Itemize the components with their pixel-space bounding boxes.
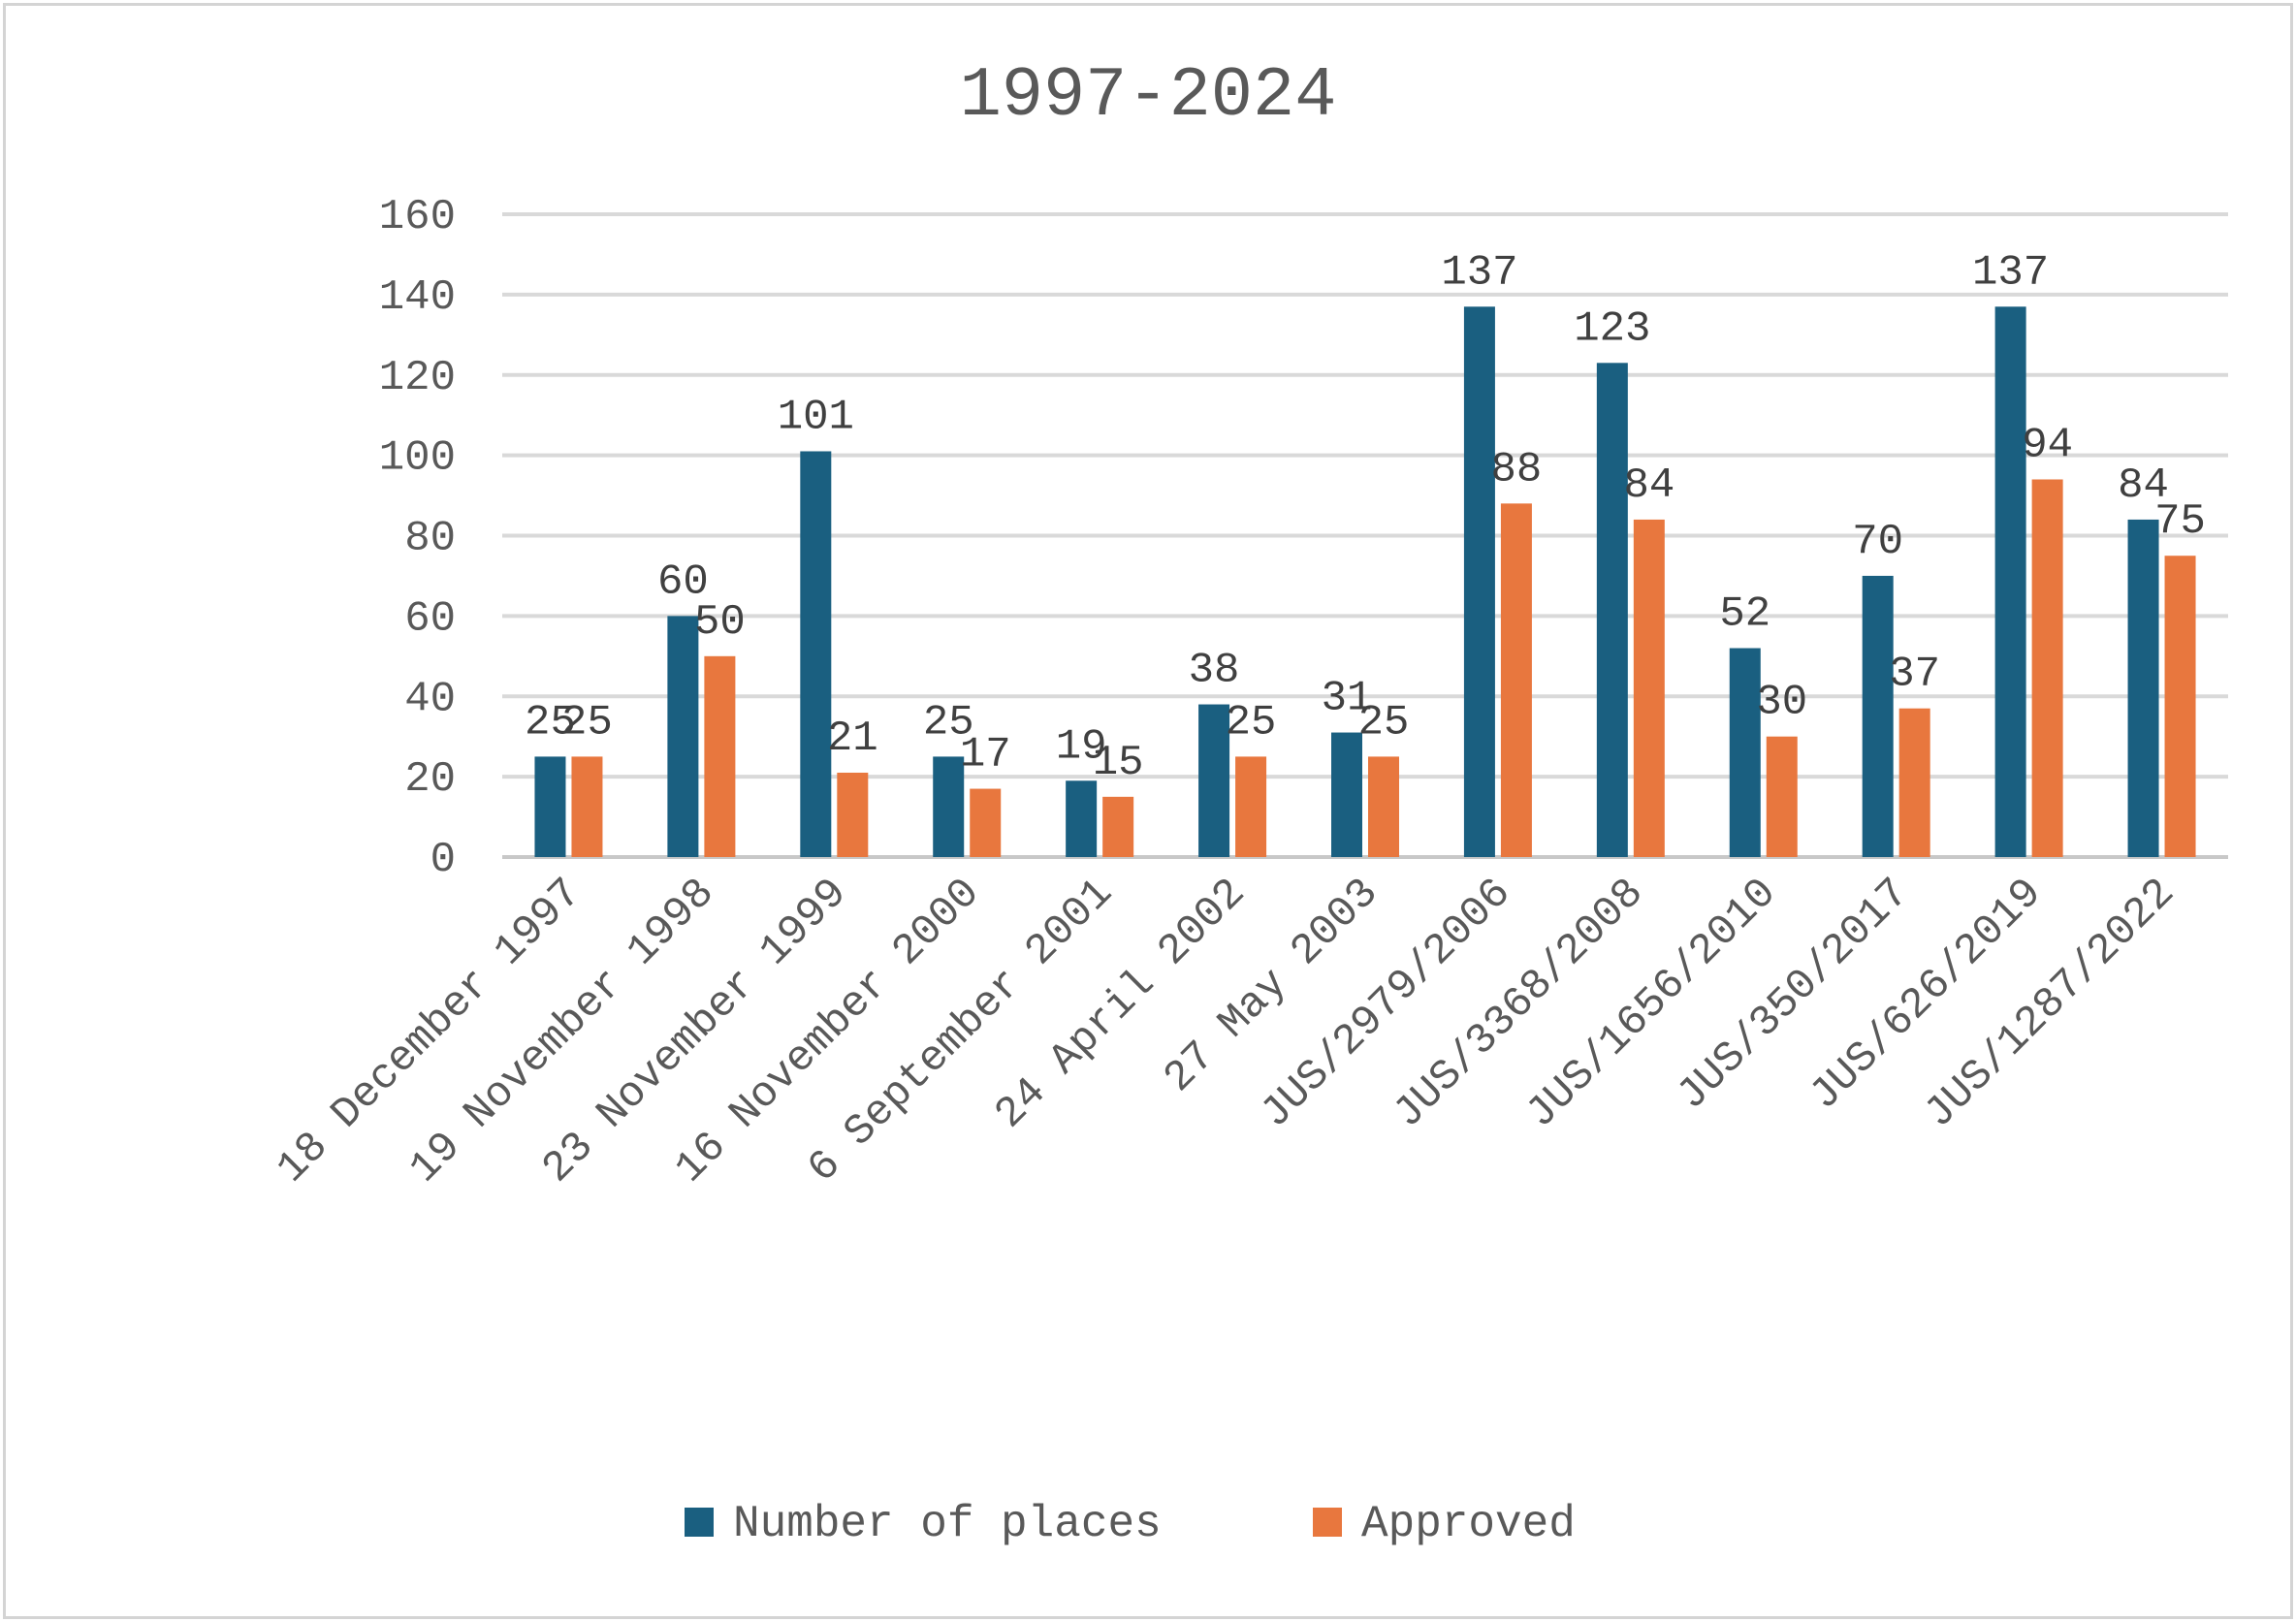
data-label: 37	[1889, 651, 1940, 699]
bar	[1596, 363, 1628, 857]
bar	[1463, 306, 1495, 857]
y-tick-label: 40	[404, 675, 456, 723]
legend-label: Number of places	[733, 1499, 1162, 1549]
chart-title: 1997-2024	[960, 56, 1337, 136]
data-label: 75	[2154, 497, 2206, 546]
bar	[1729, 648, 1761, 857]
data-label: 84	[1623, 461, 1674, 510]
y-tick-label: 60	[404, 594, 456, 643]
bar	[1198, 704, 1230, 857]
bar	[1500, 503, 1532, 857]
bar	[2031, 479, 2063, 857]
bar	[667, 616, 699, 857]
bar	[1331, 732, 1362, 857]
data-label: 123	[1574, 304, 1650, 353]
bar	[1368, 756, 1399, 857]
bar	[1994, 306, 2026, 857]
data-label: 137	[1441, 248, 1517, 297]
legend-swatch	[685, 1508, 714, 1537]
data-label: 25	[1226, 698, 1277, 747]
data-label: 30	[1756, 679, 1807, 727]
x-tick-label: JUS/350/2017	[1668, 870, 1919, 1121]
bar	[1633, 519, 1665, 857]
x-tick-label: 24 April 2002	[986, 870, 1256, 1139]
data-label: 31	[1322, 675, 1373, 723]
data-label: 21	[827, 715, 878, 763]
data-label: 137	[1972, 248, 2049, 297]
data-label: 50	[694, 598, 746, 647]
y-tick-label: 160	[379, 193, 456, 241]
data-label: 84	[2118, 461, 2169, 510]
data-label: 19	[1056, 722, 1107, 771]
bar	[2127, 519, 2159, 857]
x-tick-label: JUS/1656/2010	[1517, 870, 1787, 1139]
legend-label: Approved	[1361, 1499, 1576, 1549]
y-tick-label: 20	[404, 755, 456, 804]
data-label: 70	[1852, 518, 1903, 566]
x-tick-label: JUS/1287/2022	[1915, 870, 2184, 1139]
data-label: 52	[1719, 590, 1770, 639]
y-tick-label: 80	[404, 515, 456, 563]
bar	[1898, 708, 1930, 857]
bar	[970, 788, 1002, 857]
bar	[704, 655, 736, 857]
bar	[1102, 796, 1134, 857]
x-tick-label: JUS/2979/2006	[1252, 870, 1521, 1139]
bar	[933, 756, 965, 857]
bar	[800, 451, 832, 857]
y-tick-label: 0	[430, 836, 456, 884]
bar	[571, 756, 603, 857]
data-label: 17	[960, 731, 1011, 779]
bar	[837, 772, 869, 857]
bar	[1862, 575, 1894, 857]
y-tick-label: 140	[379, 273, 456, 322]
data-label: 60	[657, 557, 709, 606]
data-label: 25	[525, 698, 576, 747]
data-label: 88	[1491, 445, 1543, 493]
bar	[534, 756, 566, 857]
data-label: 101	[778, 393, 854, 441]
bar	[2164, 556, 2196, 857]
data-label: 94	[2022, 421, 2073, 469]
legend-swatch	[1313, 1508, 1342, 1537]
y-axis: 0 20 40 60 80 100 120 140 160	[379, 193, 456, 884]
y-tick-label: 120	[379, 354, 456, 402]
data-label: 38	[1189, 647, 1240, 695]
legend: Number of places Approved	[685, 1499, 1576, 1549]
data-label: 25	[923, 698, 974, 747]
data-label: 25	[561, 698, 613, 747]
gridlines	[502, 212, 2228, 859]
bars	[534, 306, 2196, 857]
x-tick-label: JUS/3368/2008	[1385, 870, 1654, 1139]
bar	[1066, 780, 1098, 857]
y-tick-label: 100	[379, 434, 456, 483]
data-label: 25	[1358, 698, 1410, 747]
bar	[1766, 736, 1798, 857]
data-label: 15	[1093, 739, 1144, 787]
x-tick-label: JUS/626/2019	[1801, 870, 2052, 1121]
bar	[1235, 756, 1267, 857]
